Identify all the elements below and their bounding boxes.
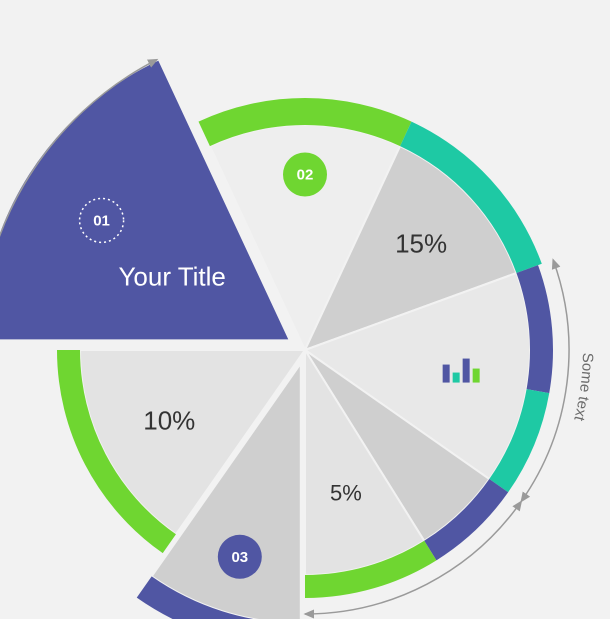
infographic-stage: Some text 01 Your Title 02 15% 5% 03 10% <box>0 0 610 619</box>
label-15: 15% <box>395 229 447 259</box>
curved-label: Some text <box>570 352 596 423</box>
title-badge-number: 01 <box>93 212 110 229</box>
label-10: 10% <box>143 406 195 436</box>
pie-svg: Some text 01 Your Title 02 15% 5% 03 10% <box>0 0 610 619</box>
label-5: 5% <box>330 481 362 506</box>
badge-02-number: 02 <box>297 167 314 184</box>
badge-03-number: 03 <box>231 549 248 566</box>
title-text: Your Title <box>118 261 225 291</box>
